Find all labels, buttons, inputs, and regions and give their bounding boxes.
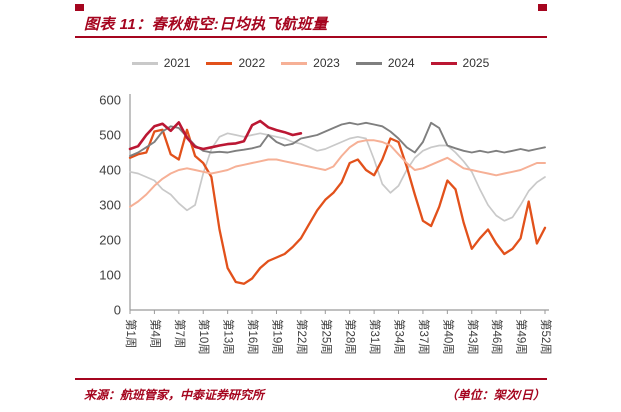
x-tick-label: 第46周 [490, 319, 504, 355]
x-tick-label: 第7周 [173, 319, 187, 348]
x-tick-label: 第43周 [466, 319, 480, 355]
legend-label: 2025 [462, 56, 490, 70]
x-tick-label: 第31周 [368, 319, 382, 355]
y-tick-label: 200 [99, 233, 121, 248]
x-tick-label: 第22周 [295, 319, 309, 355]
x-tick-label: 第40周 [441, 319, 455, 355]
legend-line-swatch [131, 61, 158, 65]
source-note: 来源：航班管家，中泰证券研究所 [84, 388, 265, 402]
x-tick-label: 第10周 [197, 319, 211, 355]
legend-label: 2022 [238, 56, 266, 70]
x-tick-label: 第34周 [393, 319, 407, 355]
series-line-2024 [129, 121, 546, 157]
x-tick-label: 第37周 [417, 319, 431, 355]
x-tick-label: 第28周 [344, 319, 358, 355]
footer-divider [75, 378, 547, 380]
unit-note: （单位：架次/日） [445, 388, 545, 402]
legend-label: 2023 [313, 56, 340, 70]
x-tick-label: 第16周 [246, 319, 260, 355]
x-tick-label: 第25周 [319, 319, 333, 355]
title-underline [75, 36, 547, 38]
x-tick-label: 第13周 [222, 319, 236, 355]
legend-item-2021: 2021 [131, 56, 191, 70]
x-tick-label: 第52周 [539, 319, 553, 355]
legend-item-2022: 2022 [206, 56, 265, 70]
series-line-2021 [129, 132, 546, 222]
legend-item-2025: 2025 [430, 56, 490, 70]
legend-line-swatch [430, 61, 457, 65]
x-tick-label: 第19周 [270, 319, 284, 355]
legend-item-2024: 2024 [355, 56, 415, 70]
series-line-2023 [129, 139, 546, 208]
legend: 2021 2022 2023 2024 2025 [0, 56, 621, 70]
top-right-accent-mark [538, 4, 547, 11]
y-tick-label: 500 [99, 128, 121, 143]
y-tick-label: 300 [99, 198, 121, 213]
x-tick-label: 第1周 [124, 319, 138, 348]
legend-line-swatch [281, 61, 308, 65]
chart-title: 图表 11：春秋航空:日均执飞航班量 [84, 16, 328, 33]
legend-item-2023: 2023 [281, 56, 340, 70]
x-tick-label: 第4周 [148, 319, 162, 348]
legend-line-swatch [355, 61, 382, 65]
x-tick-label: 第49周 [515, 319, 529, 355]
legend-label: 2021 [163, 56, 191, 70]
y-tick-label: 0 [114, 303, 121, 318]
y-tick-label: 600 [99, 93, 121, 108]
series-line-2025 [128, 119, 303, 151]
legend-line-swatch [206, 61, 233, 65]
chart-svg: 0 100 200 300 400 500 600 第1周 第4周 第7周 第10周 第13周 第16周… [99, 93, 553, 355]
y-tick-label: 100 [99, 268, 121, 283]
series-line-2022 [128, 128, 547, 285]
legend-label: 2024 [387, 56, 415, 70]
top-left-accent-mark [75, 4, 84, 11]
y-tick-label: 400 [99, 163, 121, 178]
